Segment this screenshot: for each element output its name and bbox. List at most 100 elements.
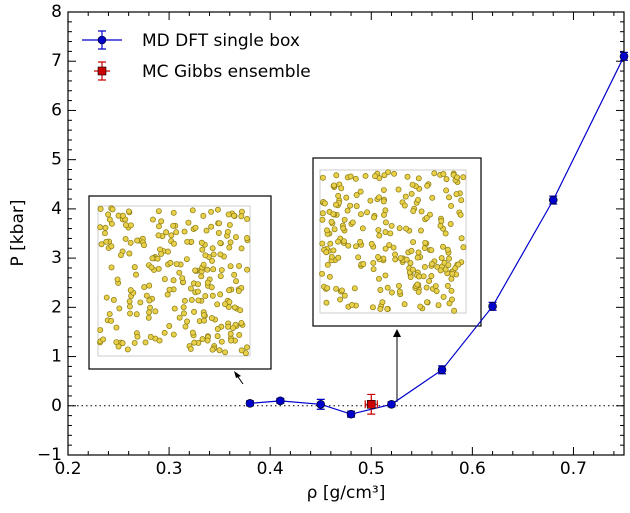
particle xyxy=(390,244,397,251)
particle xyxy=(126,298,133,305)
particle xyxy=(187,345,194,352)
particle xyxy=(337,296,344,303)
particle xyxy=(349,301,355,308)
particle xyxy=(103,294,110,301)
particle xyxy=(102,224,109,231)
particle xyxy=(230,325,236,331)
particle xyxy=(118,252,124,259)
particle xyxy=(216,220,223,227)
particle xyxy=(238,213,245,220)
particle xyxy=(170,222,177,229)
particle xyxy=(209,257,216,264)
arrow-head xyxy=(393,329,401,337)
particle xyxy=(333,285,340,292)
particle xyxy=(198,239,205,246)
particle xyxy=(353,243,359,250)
particle xyxy=(202,293,209,300)
particle xyxy=(134,237,141,244)
particle xyxy=(341,292,348,299)
particle xyxy=(440,171,447,177)
particle xyxy=(168,232,175,239)
particle xyxy=(200,261,207,268)
particle xyxy=(330,211,337,218)
particle xyxy=(134,333,141,340)
particle xyxy=(137,299,144,306)
particle xyxy=(319,270,325,277)
particle xyxy=(381,172,388,179)
particle xyxy=(319,240,326,247)
particle xyxy=(344,207,351,214)
particle xyxy=(440,293,447,300)
particle xyxy=(382,272,389,279)
particle xyxy=(428,273,435,279)
particle xyxy=(217,273,224,280)
particle xyxy=(446,255,452,262)
particle xyxy=(454,174,461,181)
particle xyxy=(448,203,455,209)
particle xyxy=(371,214,378,221)
particle xyxy=(242,350,249,357)
particle xyxy=(225,323,232,330)
particle xyxy=(238,245,245,252)
particle xyxy=(244,216,251,222)
particle xyxy=(395,282,402,289)
particle xyxy=(170,277,177,284)
particle xyxy=(357,238,364,245)
particle xyxy=(170,209,177,216)
particle xyxy=(210,266,217,273)
x-tick-label: 0.6 xyxy=(459,459,486,479)
particle xyxy=(124,346,131,353)
particle xyxy=(146,282,153,289)
particle xyxy=(446,194,452,201)
marker xyxy=(245,399,255,408)
particle xyxy=(195,297,202,304)
particle xyxy=(127,222,134,229)
particle xyxy=(185,219,192,226)
legend-label: MD DFT single box xyxy=(142,31,300,51)
particle xyxy=(125,208,132,215)
marker xyxy=(366,400,376,409)
sim-cell xyxy=(97,205,251,357)
plot-frame xyxy=(67,11,625,456)
particle xyxy=(116,305,123,312)
particle xyxy=(192,267,199,274)
particle xyxy=(458,197,465,204)
particle xyxy=(141,242,147,249)
particle xyxy=(339,287,345,294)
particle xyxy=(143,292,150,299)
particle xyxy=(387,230,394,237)
particle xyxy=(231,304,238,311)
particle xyxy=(187,285,194,292)
particle xyxy=(114,276,121,283)
particle xyxy=(176,314,183,321)
particle xyxy=(448,275,455,282)
particle xyxy=(167,259,174,266)
particle xyxy=(340,225,347,232)
particle xyxy=(155,223,162,230)
particle xyxy=(164,291,171,298)
particle xyxy=(328,253,335,260)
particle xyxy=(199,336,206,343)
particle xyxy=(370,260,377,266)
particle xyxy=(209,245,216,252)
particle xyxy=(448,287,455,294)
particle xyxy=(422,239,429,246)
particle xyxy=(341,238,347,245)
legend-label: MC Gibbs ensemble xyxy=(142,62,311,82)
particle xyxy=(208,315,215,322)
particle xyxy=(108,264,115,271)
x-tick-label: 0.3 xyxy=(156,459,183,479)
particle xyxy=(204,279,211,286)
particle xyxy=(155,232,162,239)
particle xyxy=(442,266,449,273)
particle xyxy=(396,225,403,232)
particle xyxy=(423,214,430,221)
particle xyxy=(401,202,408,209)
particle xyxy=(392,251,398,258)
particle xyxy=(110,296,117,303)
particle xyxy=(214,326,221,332)
particle xyxy=(401,301,408,308)
particle xyxy=(201,317,208,324)
particle xyxy=(191,308,197,315)
particle xyxy=(232,234,239,241)
